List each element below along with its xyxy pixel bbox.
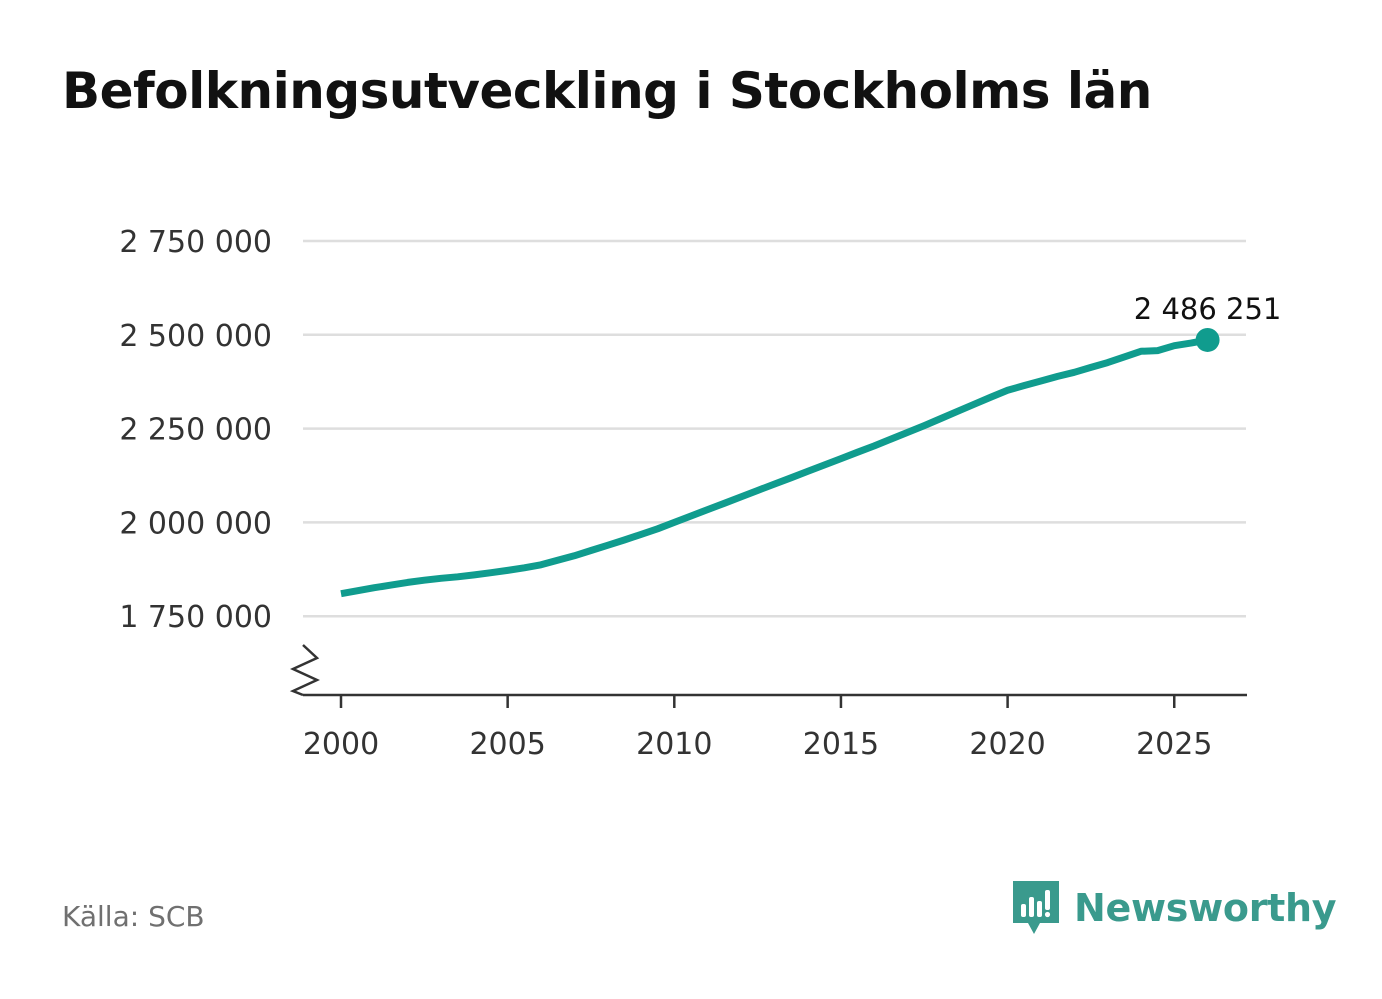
x-tick-label: 2015 [803,727,879,762]
y-tick-label: 1 750 000 [119,600,272,635]
x-tick-label: 2010 [636,727,712,762]
brand-name: Newsworthy [1074,886,1337,930]
y-tick-label: 2 000 000 [119,506,272,541]
x-tick-label: 2000 [303,727,379,762]
brand-logo[interactable]: Newsworthy [1010,878,1337,938]
chart-title: Befolkningsutveckling i Stockholms län [62,62,1152,120]
axis-break-icon [289,644,321,697]
x-axis: 2000 2005 2010 2015 2020 2025 [289,644,1247,762]
series [340,336,1209,598]
y-tick-label: 2 250 000 [119,413,272,448]
y-tick-label: 2 500 000 [119,319,272,354]
series-line [340,336,1209,598]
x-tick-label: 2005 [469,727,545,762]
source-note: Källa: SCB [62,900,205,933]
end-point-marker [1195,327,1220,352]
gridlines [303,239,1246,618]
end-value-label: 2 486 251 [1134,292,1282,326]
x-tick-label: 2025 [1136,727,1212,762]
y-tick-label: 2 750 000 [119,225,272,260]
annotations: 2 486 251 [1134,292,1282,352]
newsworthy-logo-icon [1013,881,1059,934]
y-axis: 1 750 000 2 000 000 2 250 000 2 500 000 2 75… [119,225,272,635]
x-tick-label: 2020 [969,727,1045,762]
